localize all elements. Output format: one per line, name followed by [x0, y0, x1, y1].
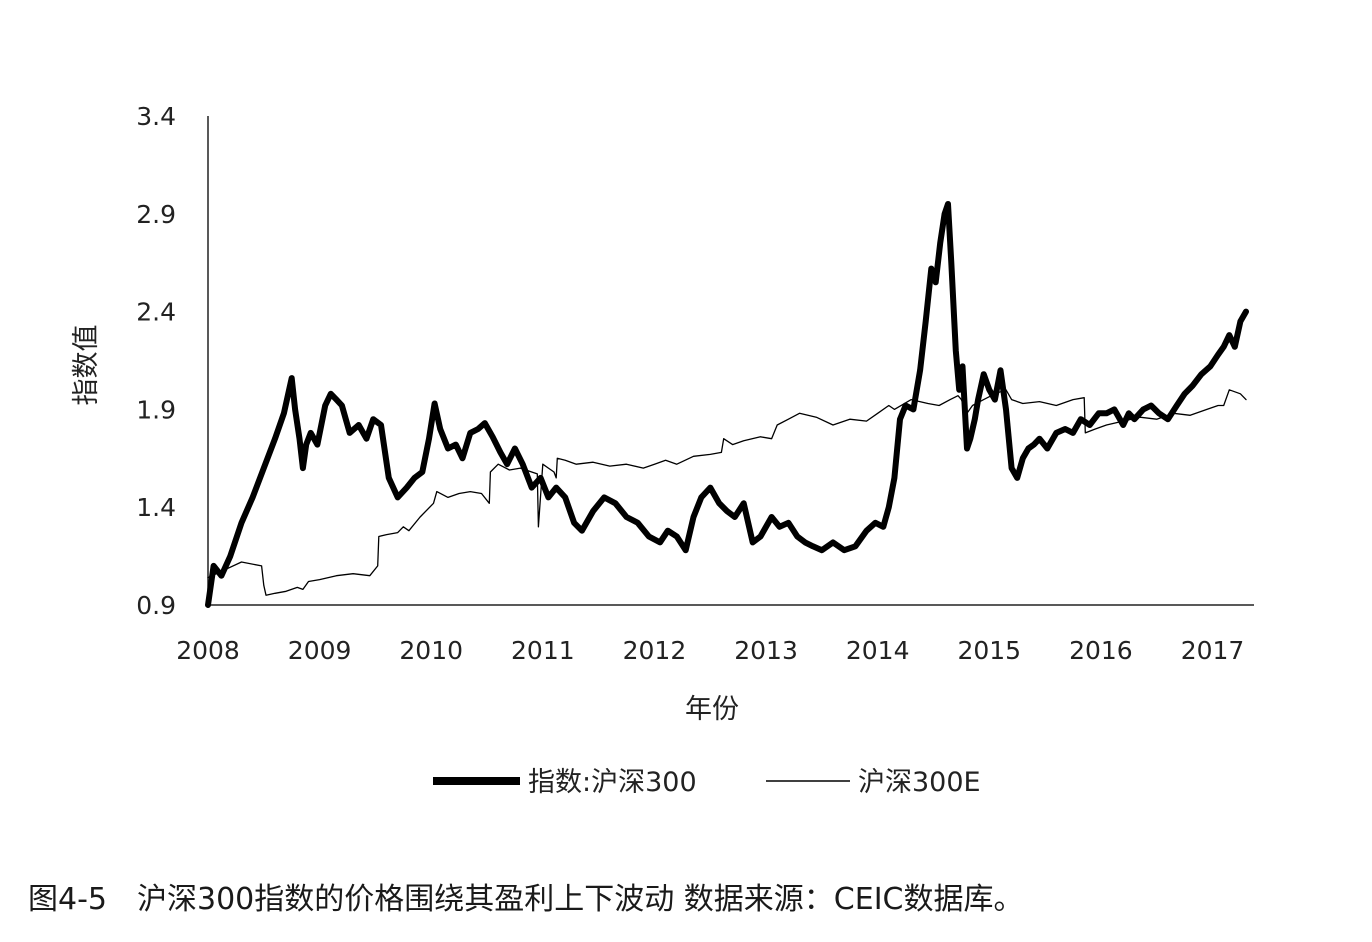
y-tick-label: 1.4 — [136, 493, 176, 522]
series-layer — [205, 201, 1249, 608]
x-tick-label: 2011 — [511, 636, 575, 665]
x-tick-label: 2008 — [176, 636, 240, 665]
y-tick-label: 2.4 — [136, 298, 176, 327]
x-tick-label: 2010 — [399, 636, 463, 665]
y-tick-label: 0.9 — [136, 591, 176, 620]
x-tick-label: 2017 — [1181, 636, 1245, 665]
y-axis: 0.9 1.4 1.9 2.4 2.9 3.4 — [136, 102, 209, 620]
x-axis-title: 年份 — [685, 694, 739, 725]
x-tick-label: 2014 — [846, 636, 910, 665]
x-tick-label: 2016 — [1069, 636, 1133, 665]
legend: 指数:沪深300 沪深300E — [433, 767, 981, 798]
figure-caption: 图4-5 沪深300指数的价格围绕其盈利上下波动 数据来源：CEIC数据库。 — [28, 882, 1024, 917]
legend-label-index: 指数:沪深300 — [528, 767, 697, 798]
legend-label-earnings: 沪深300E — [858, 767, 981, 798]
line-chart: 0.91.41.92.42.93.4 2008 2009 2010 2011 2012 2… — [71, 102, 1254, 798]
x-axis: 2008 2009 2010 2011 2012 2013 2014 2015 2016 2017 — [176, 604, 1254, 665]
x-tick-label: 2009 — [288, 636, 352, 665]
x-tick-label: 2013 — [734, 636, 798, 665]
y-tick-label: 3.4 — [136, 102, 176, 131]
y-axis-title: 指数值 — [71, 325, 102, 406]
series-line-earnings — [207, 389, 1247, 596]
x-tick-label: 2012 — [623, 636, 687, 665]
y-tick-label: 2.9 — [136, 200, 176, 229]
series-line-index — [205, 201, 1249, 608]
y-tick-label: 1.9 — [136, 395, 176, 424]
x-tick-label: 2015 — [957, 636, 1021, 665]
